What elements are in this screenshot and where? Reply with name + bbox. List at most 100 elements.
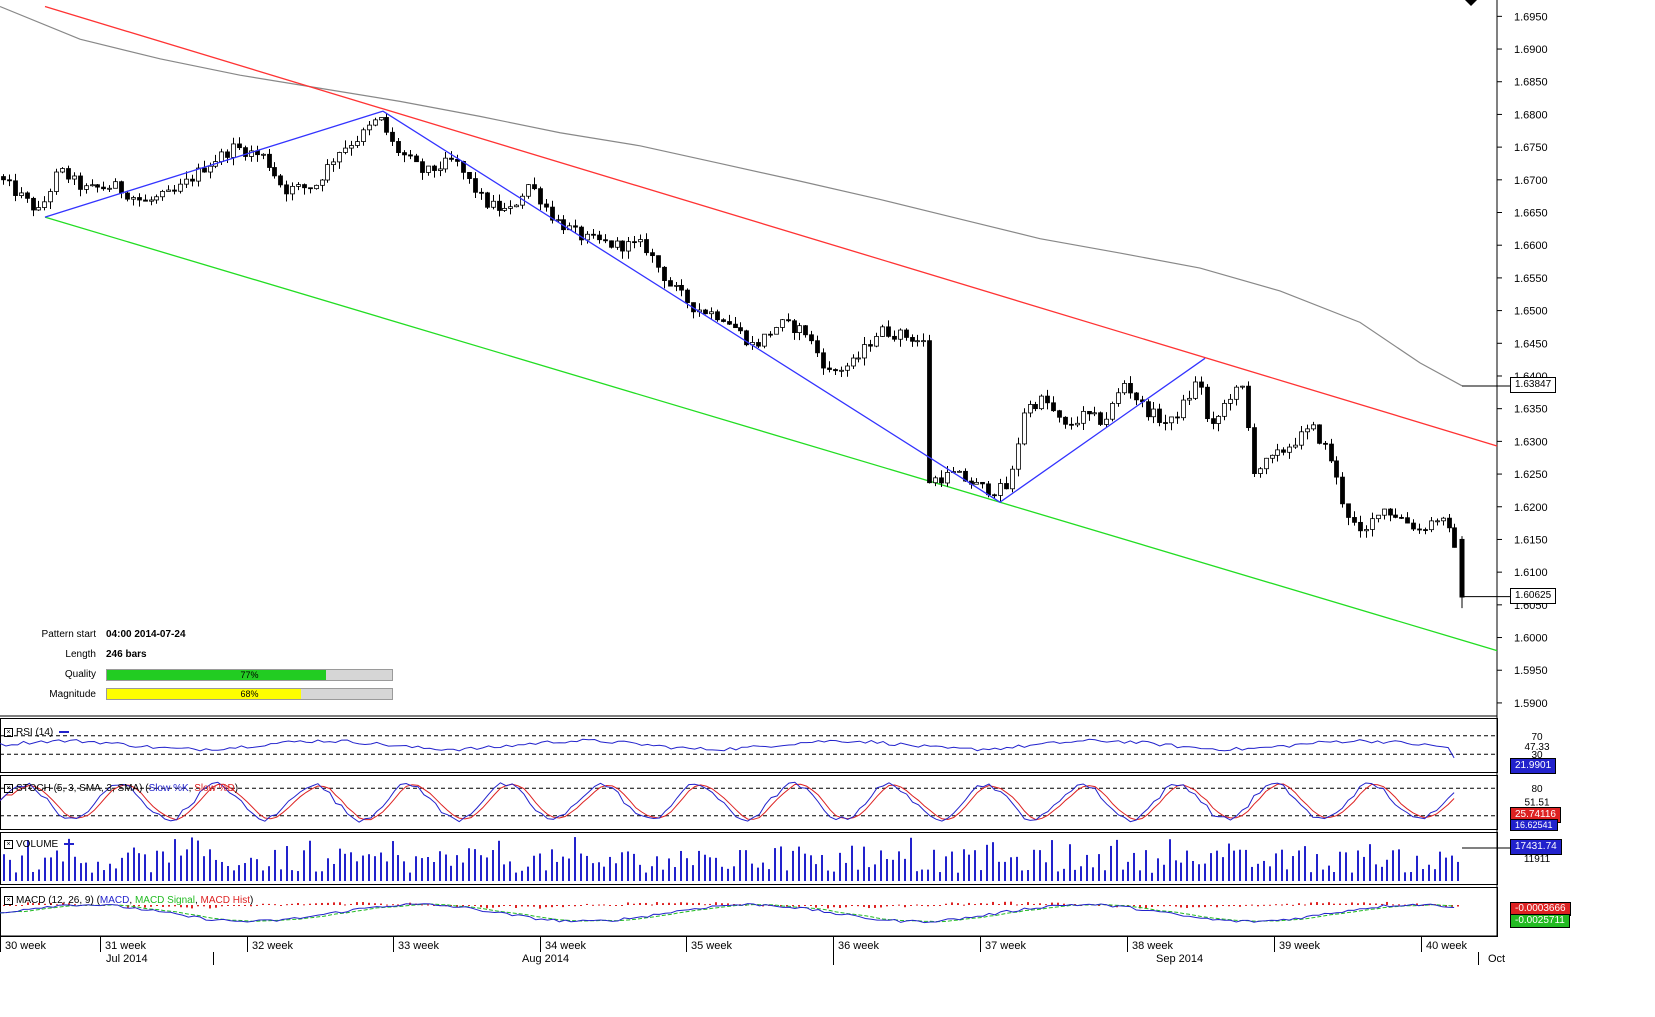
- macd-hist-bar: [957, 903, 959, 905]
- macd-hist-bar: [503, 905, 505, 906]
- macd-hist-bar: [15, 905, 17, 906]
- macd-label: MACD: [99, 895, 130, 906]
- candle-body: [272, 167, 277, 177]
- volume-bar: [827, 870, 829, 881]
- macd-signal-value-tag: -0.0025711: [1510, 914, 1570, 928]
- macd-hist-bar: [1251, 904, 1253, 906]
- volume-bar: [1451, 855, 1453, 881]
- candle-body: [296, 184, 301, 187]
- volume-bar: [921, 869, 923, 881]
- price-tick-label: 1.6150: [1514, 534, 1548, 546]
- stoch-title[interactable]: × STOCH (5, 3, SMA, 3, SMA) (Slow %K, Slo…: [4, 783, 238, 794]
- macd-hist-bar: [1281, 904, 1283, 906]
- candle-body: [308, 187, 313, 190]
- magnitude-value: 68%: [240, 689, 259, 699]
- candle-body: [945, 471, 950, 484]
- close-icon[interactable]: ×: [4, 783, 13, 793]
- rsi-title[interactable]: × RSI (14): [4, 727, 70, 738]
- close-icon[interactable]: ×: [4, 727, 13, 737]
- volume-bar: [1086, 854, 1088, 881]
- volume-bar: [1375, 864, 1377, 881]
- volume-bar: [1351, 872, 1353, 881]
- candle-body: [48, 191, 53, 203]
- macd-hist-bar: [321, 902, 323, 905]
- volume-bar: [50, 857, 52, 881]
- volume-bar: [586, 855, 588, 881]
- macd-hist-bar: [1428, 904, 1430, 906]
- volume-bar: [1080, 866, 1082, 881]
- volume-bar: [174, 839, 176, 881]
- volume-bar: [645, 872, 647, 881]
- macd-hist-bar: [286, 904, 288, 906]
- candle-body: [331, 161, 336, 166]
- candle-body: [1169, 416, 1174, 424]
- candle-body: [839, 369, 844, 372]
- candle-body: [1216, 415, 1221, 424]
- candle-body: [874, 336, 879, 347]
- volume-bar: [574, 837, 576, 881]
- candle-body: [638, 239, 643, 243]
- month-label: Sep 2014: [1156, 953, 1203, 965]
- volume-bar: [1416, 855, 1418, 881]
- candle-body: [1270, 454, 1275, 459]
- macd-hist-bar: [162, 905, 164, 907]
- rsi-title-text: RSI (14): [16, 727, 54, 738]
- macd-hist-bar: [56, 904, 58, 906]
- candle-body: [809, 334, 814, 342]
- macd-hist-bar: [350, 903, 352, 905]
- volume-bar: [592, 863, 594, 881]
- macd-hist-bar: [62, 902, 64, 905]
- candle-body: [797, 325, 802, 334]
- macd-hist-bar: [986, 903, 988, 905]
- candle-body: [131, 197, 136, 200]
- volume-bar: [1369, 844, 1371, 881]
- macd-hist-bar: [886, 905, 888, 907]
- macd-hist-bar: [344, 904, 346, 906]
- close-icon[interactable]: ×: [4, 895, 13, 905]
- volume-bar: [1381, 866, 1383, 881]
- week-label: 40 week: [1426, 940, 1467, 952]
- volume-bar: [609, 856, 611, 881]
- macd-title[interactable]: × MACD (12, 26, 9) (MACD, MACD Signal, MA…: [4, 895, 253, 906]
- price-tick-label: 1.5950: [1514, 665, 1548, 677]
- volume-bar: [386, 861, 388, 881]
- macd-hist-bar: [639, 902, 641, 905]
- macd-hist-bar: [674, 903, 676, 905]
- macd-hist-bar: [421, 904, 423, 906]
- candle-body: [1033, 404, 1038, 410]
- volume-title-text: VOLUME: [16, 839, 59, 850]
- volume-bar: [974, 850, 976, 881]
- volume-bar: [1439, 851, 1441, 881]
- price-tick-label: 1.6850: [1514, 77, 1548, 89]
- macd-hist-bar: [333, 902, 335, 905]
- candle-body: [856, 357, 861, 360]
- close-icon[interactable]: ×: [4, 839, 13, 849]
- candle-body: [1122, 383, 1127, 394]
- volume-bar: [1033, 849, 1035, 881]
- volume-bar: [863, 846, 865, 881]
- volume-title[interactable]: × VOLUME: [4, 839, 75, 850]
- candle-body: [904, 329, 909, 338]
- macd-hist-bar: [1422, 905, 1424, 906]
- macd-hist-bar: [197, 905, 199, 907]
- candle-body: [461, 161, 466, 173]
- volume-bar: [233, 870, 235, 881]
- volume-bar: [209, 849, 211, 881]
- macd-hist-bar: [1216, 905, 1218, 908]
- macd-hist-bar: [586, 903, 588, 905]
- volume-bar: [1057, 871, 1059, 881]
- candle-body: [84, 185, 89, 190]
- macd-hist-bar: [898, 904, 900, 906]
- volume-bar: [1157, 858, 1159, 881]
- macd-hist-bar: [916, 904, 918, 906]
- volume-bar: [80, 863, 82, 881]
- macd-hist-bar: [727, 903, 729, 905]
- volume-bar: [916, 871, 918, 881]
- volume-bar: [156, 850, 158, 881]
- price-tick-label: 1.6300: [1514, 436, 1548, 448]
- macd-hist-bar: [1345, 903, 1347, 905]
- volume-bar: [933, 849, 935, 881]
- volume-bar: [374, 856, 376, 881]
